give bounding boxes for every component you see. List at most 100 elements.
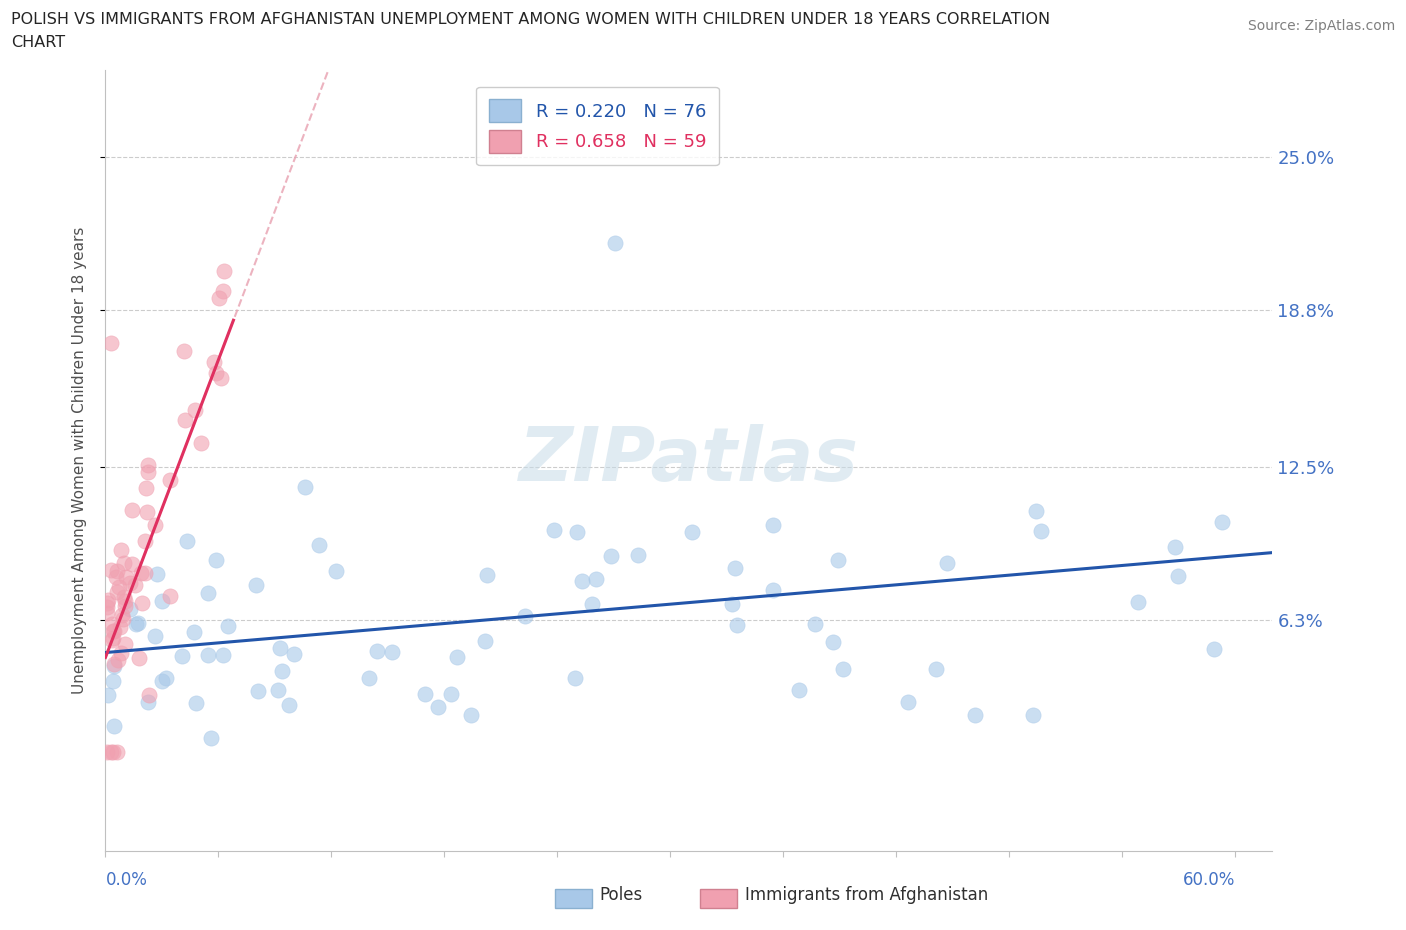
Text: Poles: Poles xyxy=(599,885,643,904)
Point xyxy=(205,552,228,567)
Point xyxy=(543,523,565,538)
Point xyxy=(627,548,650,563)
Point xyxy=(212,263,235,278)
Text: Source: ZipAtlas.com: Source: ZipAtlas.com xyxy=(1247,19,1395,33)
Point xyxy=(173,412,195,427)
Point xyxy=(197,648,219,663)
Text: 0.0%: 0.0% xyxy=(105,870,148,889)
Point xyxy=(112,589,135,604)
Point xyxy=(212,284,235,299)
Point xyxy=(97,687,120,702)
Point xyxy=(103,658,125,673)
Point xyxy=(145,566,167,581)
Point xyxy=(413,686,436,701)
Point xyxy=(325,564,347,578)
Point xyxy=(105,744,128,759)
Point xyxy=(564,671,586,685)
Point xyxy=(96,595,118,610)
Point xyxy=(211,370,233,385)
Point xyxy=(963,707,986,722)
Point xyxy=(571,574,593,589)
Point xyxy=(97,592,120,607)
Point xyxy=(138,695,160,710)
Point xyxy=(150,593,173,608)
Point xyxy=(204,365,226,380)
Point xyxy=(101,631,124,645)
Point xyxy=(935,556,957,571)
Point xyxy=(103,623,125,638)
Point xyxy=(108,579,131,594)
Point xyxy=(1164,539,1187,554)
Point xyxy=(823,634,845,649)
Point xyxy=(266,683,288,698)
Point xyxy=(924,661,946,676)
Point xyxy=(474,633,496,648)
Point xyxy=(96,599,118,614)
Point xyxy=(105,585,128,600)
Y-axis label: Unemployment Among Women with Children Under 18 years: Unemployment Among Women with Children U… xyxy=(72,227,87,694)
Point xyxy=(101,617,124,631)
Point xyxy=(1021,707,1043,722)
Point xyxy=(103,719,125,734)
Point xyxy=(172,648,194,663)
Point xyxy=(762,518,785,533)
Point xyxy=(159,589,181,604)
Text: CHART: CHART xyxy=(11,35,65,50)
Point xyxy=(121,502,143,517)
Point xyxy=(271,663,294,678)
Point xyxy=(440,686,463,701)
Point xyxy=(294,480,316,495)
Point xyxy=(426,699,449,714)
Point xyxy=(208,290,231,305)
Point xyxy=(381,644,404,659)
Point xyxy=(832,662,855,677)
Point xyxy=(128,651,150,666)
Point xyxy=(475,567,498,582)
Point xyxy=(446,649,468,664)
Point xyxy=(103,623,125,638)
Point xyxy=(724,561,747,576)
Point xyxy=(897,695,920,710)
Point xyxy=(184,403,207,418)
Point xyxy=(96,744,118,759)
Point xyxy=(114,569,136,584)
Point xyxy=(101,744,124,759)
Point xyxy=(100,335,122,350)
Point xyxy=(100,744,122,759)
Point xyxy=(114,594,136,609)
Point xyxy=(143,629,166,644)
Point xyxy=(150,673,173,688)
Point xyxy=(134,534,156,549)
Point xyxy=(212,648,235,663)
Point xyxy=(112,556,135,571)
Point xyxy=(585,572,607,587)
Point xyxy=(681,525,703,539)
Point xyxy=(197,586,219,601)
Point xyxy=(118,602,141,617)
Point xyxy=(308,538,330,552)
Point xyxy=(1204,641,1226,656)
Point xyxy=(114,636,136,651)
Text: ZIPatlas: ZIPatlas xyxy=(519,424,859,497)
Point xyxy=(111,611,134,626)
Point xyxy=(283,646,305,661)
Point xyxy=(565,525,588,539)
Point xyxy=(135,481,157,496)
Point xyxy=(96,605,118,620)
Point xyxy=(110,543,132,558)
Point xyxy=(183,624,205,639)
Point xyxy=(278,698,301,712)
Point xyxy=(725,618,748,632)
Point xyxy=(1167,568,1189,583)
Point xyxy=(200,730,222,745)
Text: POLISH VS IMMIGRANTS FROM AFGHANISTAN UNEMPLOYMENT AMONG WOMEN WITH CHILDREN UND: POLISH VS IMMIGRANTS FROM AFGHANISTAN UN… xyxy=(11,12,1050,27)
Point xyxy=(246,684,269,698)
Point xyxy=(190,435,212,450)
Point xyxy=(515,609,537,624)
Point xyxy=(136,464,159,479)
Text: 60.0%: 60.0% xyxy=(1182,870,1234,889)
Point xyxy=(787,683,810,698)
Point xyxy=(108,620,131,635)
Point xyxy=(114,599,136,614)
Point xyxy=(129,565,152,580)
